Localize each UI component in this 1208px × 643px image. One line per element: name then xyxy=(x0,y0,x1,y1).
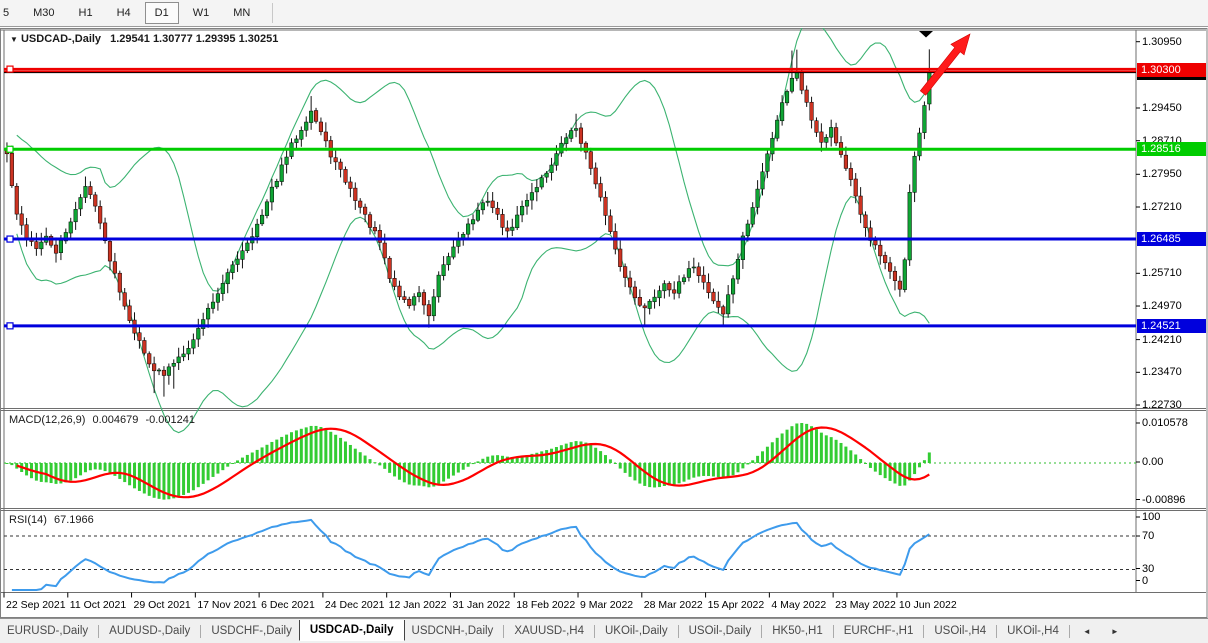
date-axis-label: 31 Jan 2022 xyxy=(452,599,511,611)
timeframe-button-H4[interactable]: H4 xyxy=(116,7,131,19)
tab-ukoil-h4[interactable]: UKOil-,H4 xyxy=(1007,625,1059,637)
tab-divider xyxy=(98,624,100,638)
tab-divider xyxy=(503,624,505,638)
date-axis-label: 15 Apr 2022 xyxy=(707,599,765,611)
symbol-tab-bar: EURUSD-,Daily AUDUSD-,Daily USDCHF-,Daily U… xyxy=(0,618,1208,643)
tab-usoil-daily[interactable]: USOil-,Daily xyxy=(688,625,752,637)
symbol-tabs: EURUSD-,Daily AUDUSD-,Daily USDCHF-,Daily U… xyxy=(0,620,1066,642)
tab-divider xyxy=(593,624,595,638)
tab-divider xyxy=(1068,624,1070,638)
support-blue-line-1-handle[interactable] xyxy=(6,235,14,243)
timeframe-button-H1[interactable]: H1 xyxy=(78,7,93,19)
tab-xauusd-h4[interactable]: XAUUSD-,H4 xyxy=(514,625,584,637)
bollinger-lower-band xyxy=(16,195,930,434)
tab-divider xyxy=(761,624,763,638)
date-axis-label: 6 Dec 2021 xyxy=(261,599,315,611)
date-axis-label: 24 Dec 2021 xyxy=(324,599,385,611)
tab-usdchf-daily[interactable]: USDCHF-,Daily xyxy=(211,625,292,637)
tab-divider xyxy=(923,624,925,638)
chart-canvas[interactable] xyxy=(0,28,1208,618)
date-axis-label: 29 Oct 2021 xyxy=(133,599,191,611)
macd-signal-line xyxy=(16,426,930,499)
timeframe-toolbar: 5 M30 H1 H4 D1 W1 MN xyxy=(0,0,1208,27)
timeframe-button-5[interactable]: 5 xyxy=(3,7,10,19)
timeframe-button-D1[interactable]: D1 xyxy=(144,2,179,24)
horizontal-lines xyxy=(4,65,1136,330)
tab-hk50-h1[interactable]: HK50-,H1 xyxy=(772,625,823,637)
date-axis-label: 18 Feb 2022 xyxy=(516,599,576,611)
tabs-scroll-right-icon[interactable]: ► xyxy=(1110,626,1119,636)
date-axis-label: 12 Jan 2022 xyxy=(388,599,447,611)
chart-window: ▼ USDCAD-,Daily 1.29541 1.30777 1.29395 … xyxy=(0,28,1208,618)
tab-eurusd-daily[interactable]: EURUSD-,Daily xyxy=(7,625,89,637)
date-axis-label: 9 Mar 2022 xyxy=(580,599,634,611)
level-green-line-handle[interactable] xyxy=(6,145,14,153)
toolbar-separator xyxy=(272,3,274,23)
support-blue-line-2-handle[interactable] xyxy=(6,322,14,330)
tab-divider xyxy=(832,624,834,638)
date-axis-label: 23 May 2022 xyxy=(835,599,896,611)
tab-ukoil-daily[interactable]: UKOil-,Daily xyxy=(604,625,668,637)
tab-divider xyxy=(996,624,998,638)
date-axis-label: 4 May 2022 xyxy=(771,599,827,611)
timeframe-button-MN[interactable]: MN xyxy=(233,7,251,19)
current-bar-marker-icon xyxy=(919,31,933,38)
tabs-scroll-left-icon[interactable]: ◄ xyxy=(1082,626,1091,636)
resistance-red-line-upper-handle[interactable] xyxy=(6,65,14,73)
date-axis-label: 28 Mar 2022 xyxy=(643,599,703,611)
panel-frames xyxy=(0,28,1208,618)
timeframe-button-W1[interactable]: W1 xyxy=(192,7,210,19)
tab-usoil-h4[interactable]: USOil-,H4 xyxy=(934,625,987,637)
tab-usdcnh-daily[interactable]: USDCNH-,Daily xyxy=(411,625,494,637)
tab-audusd-daily[interactable]: AUDUSD-,Daily xyxy=(109,625,191,637)
tab-eurchf-h1[interactable]: EURCHF-,H1 xyxy=(843,625,914,637)
tab-divider xyxy=(677,624,679,638)
rsi-line xyxy=(11,518,930,591)
tab-usdcad-daily[interactable]: USDCAD-,Daily xyxy=(298,620,405,641)
date-axis-label: 10 Jun 2022 xyxy=(898,599,957,611)
date-axis-label: 22 Sep 2021 xyxy=(6,599,66,611)
date-axis-label: 17 Nov 2021 xyxy=(197,599,257,611)
tab-divider xyxy=(200,624,202,638)
date-axis-label: 11 Oct 2021 xyxy=(69,599,127,611)
trend-arrow-annotation[interactable] xyxy=(919,33,971,96)
timeframe-button-M30[interactable]: M30 xyxy=(33,7,55,19)
